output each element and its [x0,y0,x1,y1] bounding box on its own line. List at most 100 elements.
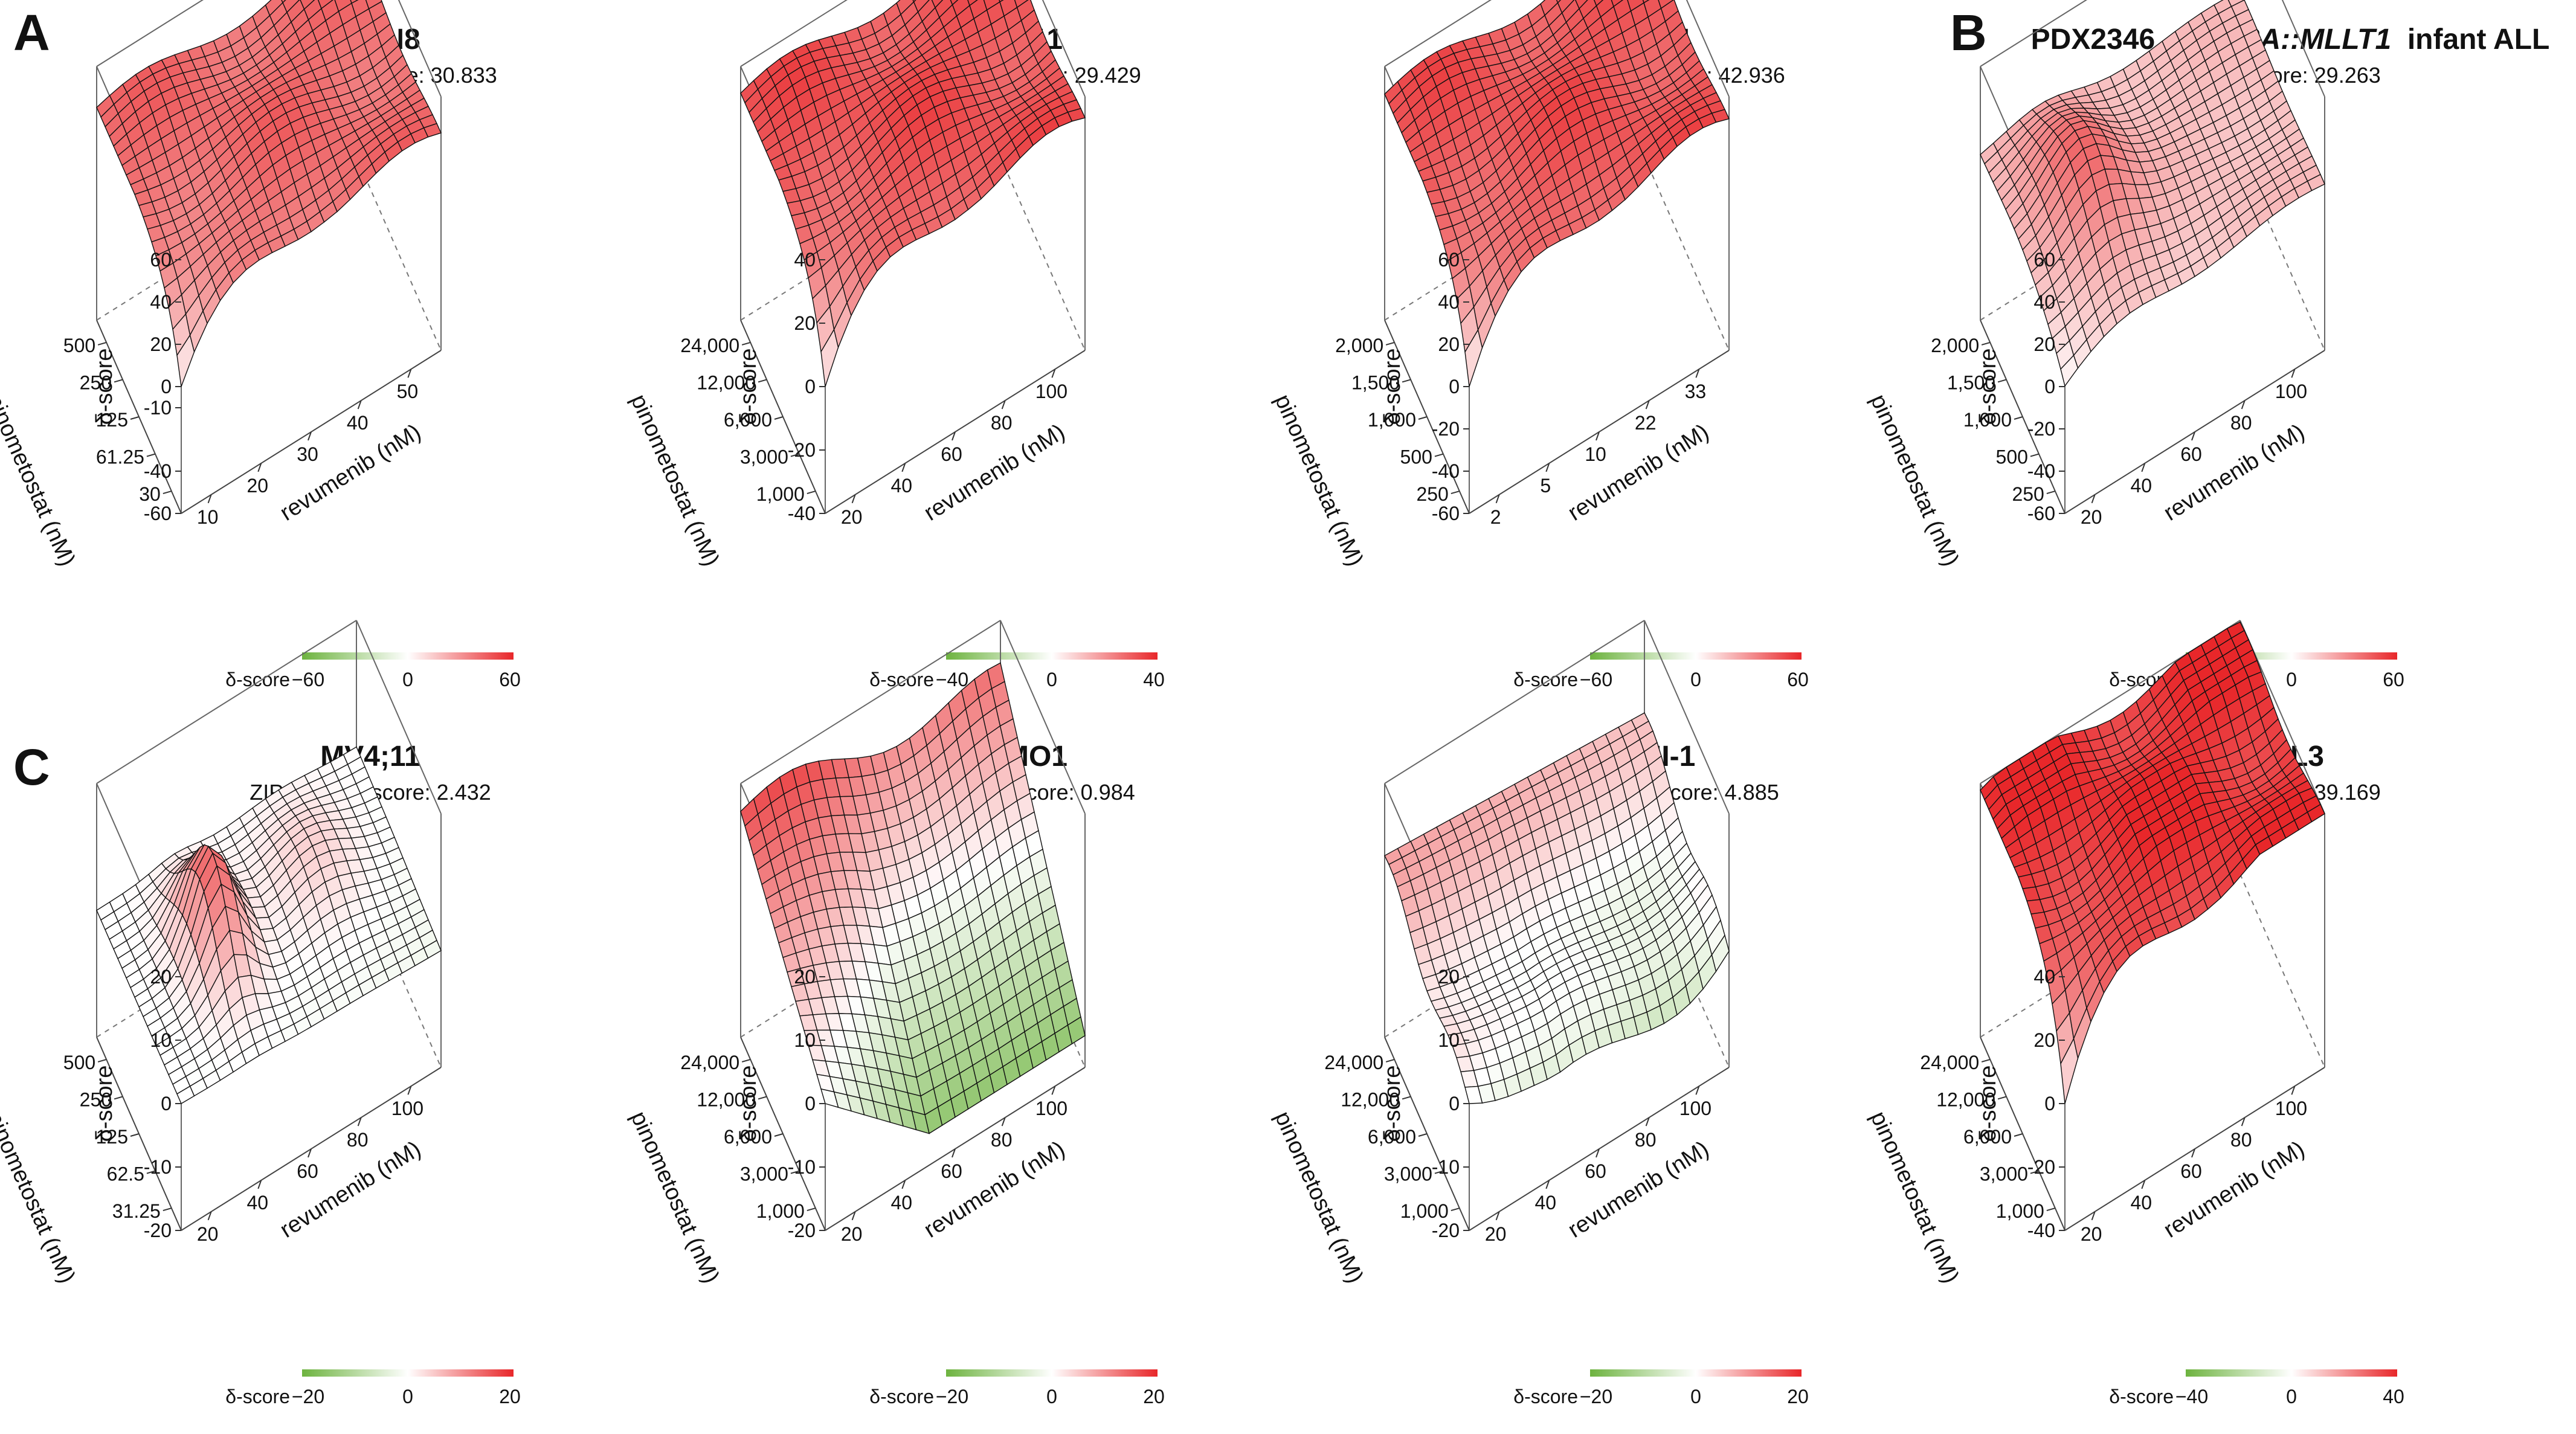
colorbar-max: 60 [499,669,521,690]
colorbar-mid: 0 [402,1386,413,1407]
x-tick-label: 20 [841,506,863,528]
x-tick-mark [308,431,312,441]
colorbar-max: 40 [2383,1386,2404,1407]
y-tick-label: 24,000 [680,335,739,356]
z-tick-label: 60 [150,249,172,271]
y-tick-label: 250 [2012,483,2044,505]
z-axis-label: δ-score [736,1066,761,1142]
x-tick-mark [207,1211,212,1221]
y-tick-mark [130,416,140,420]
x-tick-label: 20 [2081,506,2102,528]
z-tick-label: -40 [788,503,816,524]
z-tick-label: 0 [805,1093,816,1114]
x-tick-mark [2191,431,2195,441]
surface-mesh [1384,712,1730,1104]
y-tick-label: 12,000 [697,1088,756,1110]
x-tick-label: 60 [941,1160,962,1182]
y-tick-mark [1997,379,2007,383]
x-tick-mark [1051,368,1056,378]
colorbar-mid: 0 [1046,1386,1057,1407]
box-edge [1000,620,1086,814]
z-tick-label: 0 [161,1093,172,1114]
x-tick-mark [407,368,412,378]
x-tick-label: 40 [1535,1192,1557,1214]
colorbar-max: 20 [499,1386,521,1407]
colorbar-min: −20 [292,1386,324,1407]
z-tick-label: -60 [144,503,172,524]
y-tick-mark [146,453,156,457]
y-tick-label: 3,000 [740,446,788,468]
y-tick-mark [163,1207,172,1212]
y-tick-label: 1,000 [756,483,805,505]
z-tick-label: 10 [794,1029,816,1051]
z-axis-label: δ-score [92,349,117,425]
y-tick-label: 3,000 [740,1163,788,1185]
z-axis-label: δ-score [1975,349,2001,425]
x-tick-mark [308,1148,312,1158]
colorbar-label: δ-score [225,1386,290,1407]
surface-plot: -60 -40 -20 0 20 40 60 δ-score 2 5 10 22 33 revumenib… [1269,0,1809,690]
colorbar-min: −20 [1580,1386,1612,1407]
surface-mesh [740,662,1086,1134]
colorbar-label: δ-score [225,669,290,690]
colorbar-mid: 0 [2286,1386,2297,1407]
panel-letter-a: A [13,4,50,61]
z-tick-label: 40 [1438,291,1460,313]
x-tick-mark [2141,463,2146,472]
x-tick-mark [952,431,956,441]
z-tick-label: 20 [2033,333,2055,355]
z-tick-label: -20 [788,1220,816,1241]
x-tick-label: 60 [2180,1160,2202,1182]
z-tick-label: 60 [1438,249,1460,271]
x-tick-label: 20 [841,1223,863,1245]
colorbar-max: 40 [1143,669,1165,690]
x-tick-label: 40 [891,475,913,497]
box-edge [2281,0,2325,97]
z-tick-label: -40 [1432,460,1460,482]
x-tick-mark [2241,1117,2246,1127]
x-tick-label: 80 [991,1129,1013,1151]
z-tick-label: 0 [2044,1093,2055,1114]
y-tick-label: 500 [1996,446,2028,468]
box-edge [398,0,442,97]
box-edge [2240,156,2325,351]
box-edge [2240,873,2325,1068]
x-tick-mark [1495,1211,1500,1221]
z-tick-label: -40 [144,460,172,482]
box-edge [1042,0,1086,97]
z-tick-label: 20 [2033,1029,2055,1051]
surface-cell [820,328,839,387]
box-edge [1644,873,1730,1068]
x-tick-label: 40 [891,1192,913,1214]
title-suffix: infant ALL [2391,24,2550,56]
y-tick-label: 62.5 [107,1163,144,1185]
surface-cell [176,334,195,387]
y-tick-mark [774,1133,784,1137]
colorbar [946,1369,1158,1377]
panel-shi-1: SHI-1 ZIP synergy score: 4.885 -20-10010… [1269,620,1980,1434]
x-tick-mark [1645,400,1650,410]
panel-pdx2346: PDX2346 - KMT2A::MLLT1 infant ALL ZIP sy… [1865,0,2576,717]
surface-plot: -60 -40 -20 0 20 40 60 δ-score 20 40 60 80 100 revume… [1865,0,2404,690]
x-tick-label: 5 [1540,475,1551,497]
colorbar [946,652,1158,660]
z-tick-label: -60 [2027,503,2055,524]
colorbar-min: −60 [1580,669,1612,690]
box-edge [356,873,442,1068]
panel-rs4-11: RS4;11 ZIP synergy score: 29.429 -40-200… [625,0,1336,717]
y-tick-mark [130,1133,140,1137]
z-tick-label: -10 [788,1156,816,1178]
z-tick-label: 20 [794,966,816,988]
panel-letter-b: B [1950,4,1987,61]
x-tick-mark [1051,1085,1056,1095]
y-tick-label: 250 [1416,483,1448,505]
y-tick-label: 30 [139,483,161,505]
x-axis-label: revumenib (nM) [1563,1136,1713,1243]
colorbar-max: 20 [1143,1386,1165,1407]
x-tick-label: 40 [2131,475,2153,497]
y-tick-mark [790,453,800,457]
y-tick-mark [1981,341,1991,346]
surface-plot: -60-40-100204060δ-score1020304050revumen… [0,0,521,690]
surface-mesh [1980,621,2325,1104]
y-tick-label: 24,000 [1920,1052,1979,1073]
